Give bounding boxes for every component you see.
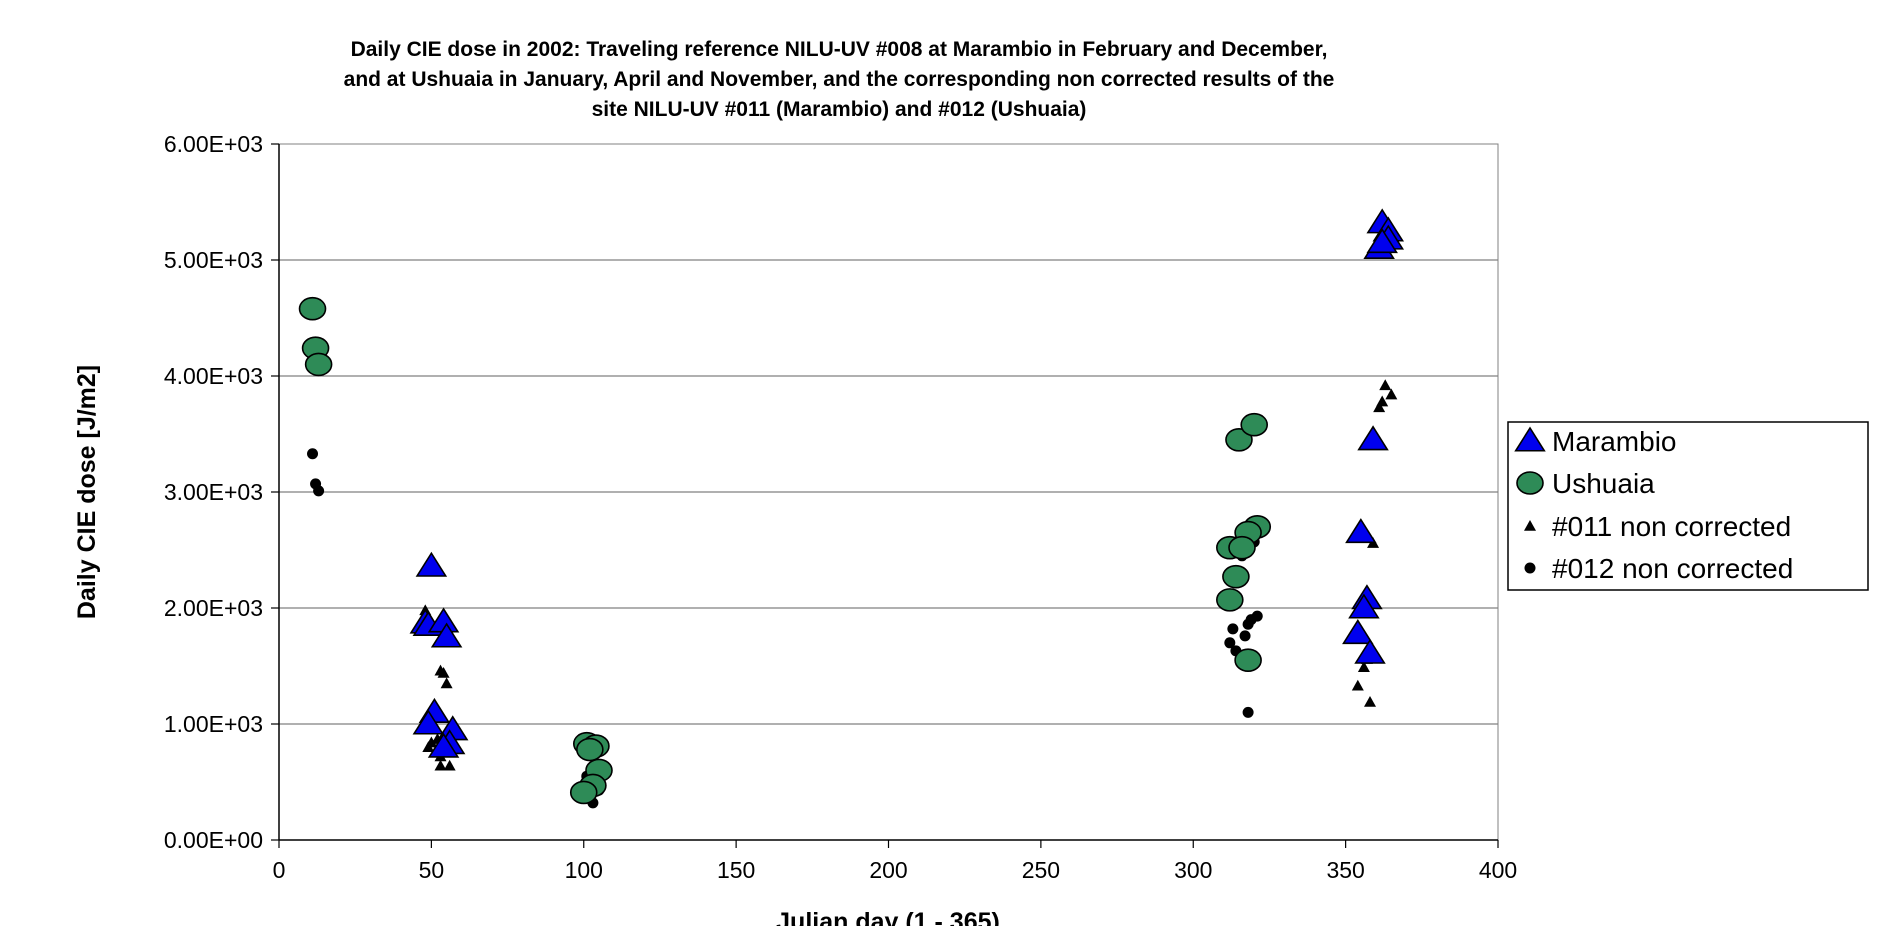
data-point [434,759,447,771]
data-points [298,208,1405,809]
y-tick-label: 5.00E+03 [164,247,263,273]
data-point [1357,661,1370,672]
legend-marker [1524,562,1536,574]
y-tick-label: 0.00E+00 [164,827,263,853]
data-point [1216,588,1244,612]
data-point [415,551,448,577]
data-point [1228,535,1256,560]
chart-title-line-1: Daily CIE dose in 2002: Traveling refere… [351,38,1328,61]
x-tick-label: 250 [1022,857,1060,883]
data-point [1240,412,1268,437]
legend: Marambio Ushuaia #011 non corrected #012… [1507,421,1869,591]
data-point [427,732,460,758]
data-point [1373,401,1386,413]
y-tick-label: 2.00E+03 [164,595,263,621]
data-point [412,709,445,735]
data-point [1239,630,1251,642]
data-point [437,666,450,678]
legend-items [1514,426,1546,574]
data-point [1364,695,1377,707]
legend-label-012: #012 non corrected [1552,553,1793,584]
data-point [440,677,453,689]
y-axis-label: Daily CIE dose [J/m2] [73,365,101,619]
legend-marker [1516,471,1544,495]
data-point [443,759,456,771]
chart-title-line-3: site NILU-UV #011 (Marambio) and #012 (U… [592,98,1087,121]
axes: 0.00E+00 1.00E+03 2.00E+03 3.00E+03 4.00E+03… [164,131,1517,883]
data-point [1224,637,1236,649]
y-tick-label: 3.00E+03 [164,479,263,505]
chart-title: Daily CIE dose in 2002: Traveling refere… [344,38,1335,121]
data-point [298,296,327,321]
data-point [1225,427,1253,452]
data-point [1345,518,1377,544]
x-tick-label: 0 [273,857,286,883]
y-tick-label: 6.00E+03 [164,131,263,157]
data-point [1222,564,1250,589]
x-tick-label: 200 [869,857,907,883]
data-point [1366,228,1398,254]
data-point [1385,388,1398,400]
legend-box [1507,421,1869,591]
x-tick-label: 50 [419,857,445,883]
data-point [1342,619,1374,645]
chart-title-line-2: and at Ushuaia in January, April and Nov… [344,68,1335,91]
data-point [1234,648,1262,673]
x-axis-label: Julian day (1 - 365) [776,908,1000,926]
legend-marker [1524,520,1536,531]
grid-lines [279,259,1498,725]
data-point [307,448,319,460]
legend-marker [1514,426,1546,452]
x-tick-label: 400 [1479,857,1517,883]
data-point [1357,425,1389,451]
x-tick-label: 350 [1326,857,1364,883]
legend-label-011: #011 non corrected [1552,511,1791,542]
x-tick-label: 300 [1174,857,1212,883]
y-tick-label: 1.00E+03 [164,711,263,737]
data-point [569,780,598,805]
legend-label-marambio: Marambio [1552,426,1676,457]
data-point [1227,623,1239,635]
x-tick-label: 100 [565,857,603,883]
data-point [304,352,333,377]
data-point [1242,618,1254,630]
data-point [313,485,325,497]
data-point [1242,706,1254,718]
data-point [422,741,435,752]
data-point [430,622,463,648]
legend-label-ushuaia: Ushuaia [1552,468,1655,499]
x-tick-label: 150 [717,857,755,883]
data-point [1354,638,1386,664]
data-point [1351,679,1364,691]
y-tick-label: 4.00E+03 [164,363,263,389]
data-point [1348,593,1380,619]
data-point [576,737,604,762]
data-point [1379,379,1392,391]
